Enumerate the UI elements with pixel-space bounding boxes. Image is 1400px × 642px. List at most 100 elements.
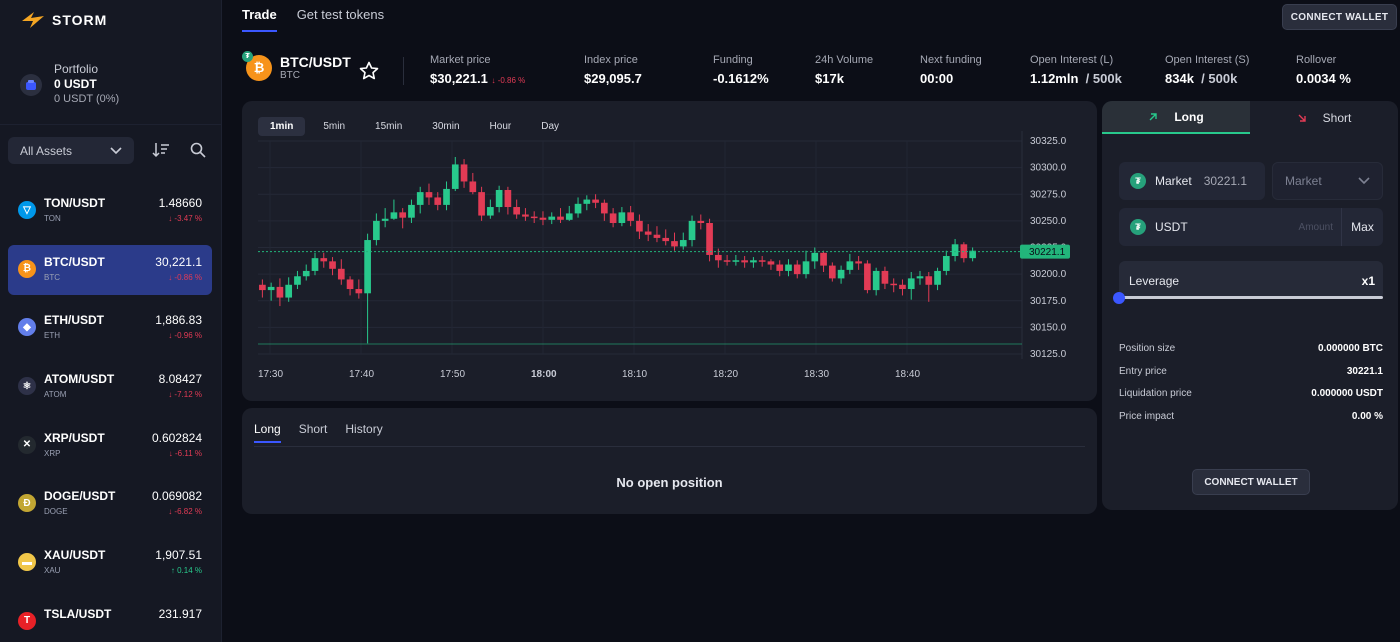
candle-body bbox=[390, 212, 398, 219]
amount-currency: USDT bbox=[1155, 220, 1188, 234]
candle-body bbox=[530, 216, 538, 219]
candle-body bbox=[925, 276, 933, 285]
market-price-field[interactable]: ₮ Market 30221.1 bbox=[1119, 162, 1265, 200]
asset-list: ▽ TON/USDT TON 1.48660 ↓ -3.47 % ₿ BTC/USDT BTC… bbox=[8, 186, 212, 642]
y-tick-label: 30200.0 bbox=[1030, 269, 1067, 280]
usdt-mini-icon: ₮ bbox=[242, 50, 253, 62]
stat-market-price: Market price $30,221.1 ↓ -0.86 % bbox=[430, 54, 525, 86]
long-tab-label: Long bbox=[1174, 109, 1204, 124]
info-label: Position size bbox=[1119, 343, 1176, 354]
stats-divider bbox=[403, 57, 404, 85]
pair-base: BTC bbox=[280, 70, 300, 81]
index-price-value: $29,095.7 bbox=[584, 71, 642, 86]
timeframe-hour[interactable]: Hour bbox=[489, 121, 512, 132]
leverage-slider-track[interactable] bbox=[1119, 296, 1383, 299]
price-chart[interactable]: 30325.030300.030275.030250.030225.030200… bbox=[242, 101, 1097, 401]
favorite-star-icon[interactable] bbox=[359, 61, 379, 81]
tab-get-test-tokens[interactable]: Get test tokens bbox=[296, 7, 385, 22]
candle-body bbox=[548, 216, 556, 220]
asset-symbol: ATOM/USDT bbox=[44, 372, 115, 387]
timeframe-day[interactable]: Day bbox=[541, 121, 560, 132]
amount-input[interactable] bbox=[1243, 221, 1333, 233]
candle-body bbox=[522, 214, 529, 217]
asset-row[interactable]: ⚛ ATOM/USDT ATOM 8.08427 ↓ -7.12 % bbox=[8, 362, 212, 412]
pair-symbol: BTC/USDT bbox=[280, 54, 351, 70]
info-label: Liquidation price bbox=[1119, 388, 1192, 399]
asset-symbol: ETH/USDT bbox=[44, 313, 104, 328]
short-tab[interactable]: Short bbox=[1250, 101, 1398, 134]
x-tick-label: 17:30 bbox=[258, 369, 283, 380]
asset-row[interactable]: Ð DOGE/USDT DOGE 0.069082 ↓ -6.82 % bbox=[8, 479, 212, 529]
asset-row[interactable]: ✕ XRP/USDT XRP 0.602824 ↓ -6.11 % bbox=[8, 421, 212, 471]
candle-body bbox=[811, 252, 819, 262]
sidebar-divider bbox=[0, 124, 221, 125]
candle-body bbox=[916, 276, 924, 279]
brand-logo[interactable]: STORM bbox=[20, 10, 107, 30]
asset-change: ↓ -3.47 % bbox=[168, 214, 202, 223]
candle-body bbox=[881, 270, 889, 284]
timeframe-15min[interactable]: 15min bbox=[375, 121, 403, 132]
tab-trade[interactable]: Trade bbox=[242, 7, 277, 32]
stat-label: Rollover bbox=[1296, 54, 1337, 66]
tab-long-positions[interactable]: Long bbox=[254, 422, 281, 443]
market-value: 30221.1 bbox=[1203, 174, 1248, 188]
search-icon[interactable] bbox=[190, 142, 206, 158]
timeframe-1min[interactable]: 1min bbox=[258, 117, 306, 136]
asset-filter-select[interactable]: All Assets bbox=[8, 137, 134, 164]
coin-icon: ▬ bbox=[18, 553, 36, 572]
candle-body bbox=[662, 237, 670, 242]
timeframe-5min[interactable]: 5min bbox=[323, 121, 346, 132]
portfolio-summary[interactable]: Portfolio 0 USDT 0 USDT (0%) bbox=[20, 62, 119, 107]
arrow-up-right-icon bbox=[1149, 112, 1158, 120]
order-type-select[interactable]: Market bbox=[1272, 162, 1383, 200]
positions-divider bbox=[254, 446, 1085, 447]
asset-base: ETH bbox=[44, 331, 60, 341]
info-label: Price impact bbox=[1119, 411, 1175, 422]
candle-body bbox=[688, 220, 696, 241]
info-label: Entry price bbox=[1119, 366, 1167, 377]
candle-body bbox=[434, 197, 442, 205]
y-tick-label: 30300.0 bbox=[1030, 163, 1067, 174]
coin-icon: ⚛ bbox=[18, 377, 36, 396]
candle-body bbox=[715, 254, 722, 261]
long-tab[interactable]: Long bbox=[1102, 101, 1250, 134]
asset-row[interactable]: ◆ ETH/USDT ETH 1,886.83 ↓ -0.96 % bbox=[8, 303, 212, 353]
candle-body bbox=[460, 164, 468, 182]
asset-price: 30,221.1 bbox=[155, 254, 202, 269]
candle-body bbox=[855, 261, 862, 264]
wallet-icon bbox=[20, 73, 42, 96]
candle-body bbox=[653, 234, 661, 238]
stat-label: Index price bbox=[584, 54, 638, 66]
sort-icon[interactable] bbox=[152, 142, 170, 158]
leverage-slider-handle[interactable] bbox=[1113, 292, 1125, 304]
tab-short-positions[interactable]: Short bbox=[298, 422, 328, 436]
asset-price: 1.48660 bbox=[158, 196, 202, 210]
max-button[interactable]: Max bbox=[1341, 208, 1383, 246]
x-tick-label: 17:40 bbox=[349, 369, 374, 380]
candle-body bbox=[565, 213, 573, 220]
asset-symbol: BTC/USDT bbox=[44, 254, 105, 269]
info-value: 0.000000 BTC bbox=[1317, 343, 1383, 354]
candle-body bbox=[750, 260, 757, 263]
asset-price: 1,886.83 bbox=[155, 313, 202, 328]
asset-symbol: DOGE/USDT bbox=[44, 489, 116, 504]
candle-body bbox=[574, 203, 582, 214]
y-tick-label: 30325.0 bbox=[1030, 136, 1067, 147]
asset-row[interactable]: ₿ BTC/USDT BTC 30,221.1 ↓ -0.86 % bbox=[8, 244, 212, 295]
asset-symbol: TSLA/USDT bbox=[44, 606, 112, 621]
asset-row[interactable]: ▽ TON/USDT TON 1.48660 ↓ -3.47 % bbox=[8, 186, 212, 236]
asset-symbol: TON/USDT bbox=[44, 196, 106, 210]
tab-history[interactable]: History bbox=[345, 422, 383, 436]
market-price-change: ↓ -0.86 % bbox=[491, 76, 526, 85]
candle-body bbox=[416, 192, 424, 205]
order-connect-wallet-button[interactable]: CONNECT WALLET bbox=[1192, 469, 1310, 495]
candle-body bbox=[320, 258, 328, 262]
asset-row[interactable]: T TSLA/USDT 231.917 bbox=[8, 597, 212, 642]
leverage-control[interactable]: Leverage x1 bbox=[1119, 261, 1383, 299]
amount-field: ₮ USDT Max bbox=[1119, 208, 1383, 246]
timeframe-30min[interactable]: 30min bbox=[432, 121, 460, 132]
asset-price: 8.08427 bbox=[158, 372, 202, 387]
connect-wallet-button[interactable]: CONNECT WALLET bbox=[1282, 4, 1397, 30]
asset-row[interactable]: ▬ XAU/USDT XAU 1,907.51 ↑ 0.14 % bbox=[8, 538, 212, 588]
x-tick-label: 18:30 bbox=[804, 369, 829, 380]
